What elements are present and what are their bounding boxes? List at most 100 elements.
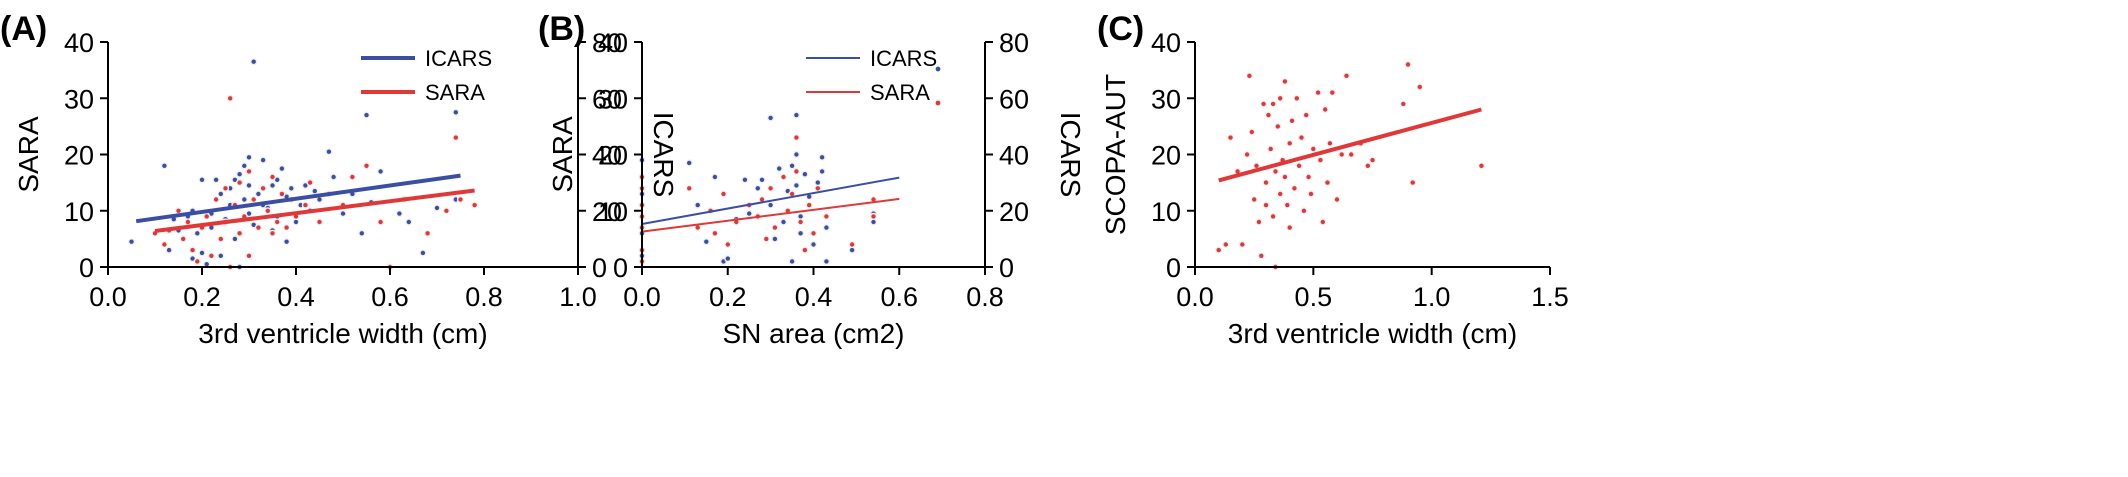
x-tick-label: 0.8 bbox=[465, 282, 503, 312]
data-point bbox=[378, 169, 383, 174]
data-point bbox=[279, 166, 285, 171]
data-point bbox=[284, 225, 289, 230]
chart-panel-c: (C) 0.0 0.5 1.0 1.5 0 10 20 30 40 3rd ventricle wi… bbox=[1097, 10, 1569, 349]
data-point bbox=[794, 112, 799, 118]
x-tick-label: 1.0 bbox=[1413, 282, 1451, 312]
data-point bbox=[364, 112, 369, 118]
data-point bbox=[406, 219, 411, 225]
data-point bbox=[223, 186, 228, 191]
data-point bbox=[246, 169, 252, 174]
data-point bbox=[453, 135, 458, 140]
x-axis-label: 3rd ventricle width (cm) bbox=[198, 318, 487, 349]
y2-axis-label: ICARS bbox=[1055, 112, 1086, 198]
x-axis-label: SN area (cm2) bbox=[722, 318, 904, 349]
data-point bbox=[350, 174, 355, 180]
y-tick-label: 30 bbox=[64, 84, 94, 114]
data-point bbox=[293, 214, 299, 219]
data-point bbox=[1299, 135, 1304, 140]
y2-tick-label: 60 bbox=[592, 84, 622, 114]
x-tick-label: 0.4 bbox=[277, 282, 315, 312]
x-tick-label: 0.6 bbox=[371, 282, 409, 312]
data-point bbox=[1308, 191, 1314, 197]
data-point bbox=[1223, 242, 1229, 247]
y2-tick-label: 80 bbox=[999, 28, 1029, 58]
data-point bbox=[768, 202, 773, 208]
data-point bbox=[228, 96, 233, 101]
x-tick-label: 0.2 bbox=[183, 282, 221, 312]
data-point bbox=[228, 186, 233, 191]
data-point bbox=[326, 149, 332, 154]
data-point bbox=[819, 169, 825, 174]
y2-axis-label: ICARS bbox=[648, 112, 679, 198]
legend-label: SARA bbox=[425, 80, 485, 105]
data-point bbox=[789, 259, 795, 264]
data-point bbox=[871, 197, 876, 202]
legend-marker bbox=[935, 66, 941, 72]
data-point bbox=[802, 172, 808, 177]
data-point bbox=[687, 160, 692, 166]
data-point bbox=[1292, 186, 1297, 191]
data-point bbox=[742, 177, 748, 182]
data-point bbox=[725, 256, 730, 261]
data-point bbox=[781, 219, 786, 225]
data-point bbox=[734, 219, 739, 225]
legend-marker bbox=[935, 100, 941, 106]
data-point bbox=[802, 247, 808, 253]
data-point bbox=[237, 231, 242, 236]
data-point bbox=[759, 197, 765, 202]
data-point bbox=[181, 236, 186, 242]
data-point bbox=[768, 186, 773, 191]
data-point bbox=[794, 152, 799, 157]
data-point bbox=[807, 202, 812, 208]
data-point bbox=[755, 186, 760, 191]
data-point bbox=[162, 242, 167, 247]
data-point bbox=[1318, 157, 1323, 163]
data-point bbox=[1278, 96, 1283, 101]
data-point bbox=[232, 236, 238, 242]
data-point bbox=[176, 208, 181, 213]
y-tick-label: 40 bbox=[598, 28, 628, 58]
data-point bbox=[1289, 118, 1295, 124]
data-point bbox=[185, 219, 191, 225]
data-point bbox=[871, 219, 876, 225]
data-point bbox=[725, 242, 730, 247]
data-point bbox=[270, 174, 275, 180]
data-point bbox=[209, 225, 214, 230]
data-point bbox=[242, 214, 247, 219]
x-tick-label: 0.0 bbox=[623, 282, 661, 312]
data-point bbox=[298, 202, 303, 208]
data-point bbox=[1320, 219, 1326, 225]
y-tick-label: 10 bbox=[64, 197, 94, 227]
data-point bbox=[1216, 247, 1221, 253]
data-point bbox=[237, 180, 242, 185]
data-point bbox=[794, 169, 799, 174]
data-point bbox=[695, 225, 700, 230]
data-point bbox=[1327, 141, 1333, 146]
x-tick-label: 0.2 bbox=[709, 282, 747, 312]
data-point bbox=[420, 250, 426, 256]
data-point bbox=[1294, 96, 1300, 101]
data-point bbox=[242, 197, 247, 202]
data-point bbox=[293, 219, 299, 225]
x-tick-label: 0.0 bbox=[1176, 282, 1214, 312]
data-point bbox=[695, 202, 700, 208]
data-point bbox=[303, 202, 308, 208]
data-point bbox=[1311, 146, 1316, 152]
legend-label: ICARS bbox=[425, 46, 492, 71]
data-point bbox=[1334, 197, 1340, 202]
data-point bbox=[704, 239, 709, 244]
data-point bbox=[171, 217, 176, 222]
x-tick-label: 1.0 bbox=[559, 282, 597, 312]
data-point bbox=[256, 191, 261, 197]
data-point bbox=[1249, 129, 1255, 135]
trend-line-0 bbox=[135, 173, 461, 224]
data-point bbox=[1304, 112, 1309, 118]
data-point bbox=[1287, 141, 1292, 146]
data-point bbox=[317, 197, 322, 202]
y-axis-label: SARA bbox=[13, 116, 44, 193]
data-point bbox=[213, 177, 219, 182]
data-point bbox=[190, 256, 195, 261]
data-point bbox=[434, 205, 440, 211]
